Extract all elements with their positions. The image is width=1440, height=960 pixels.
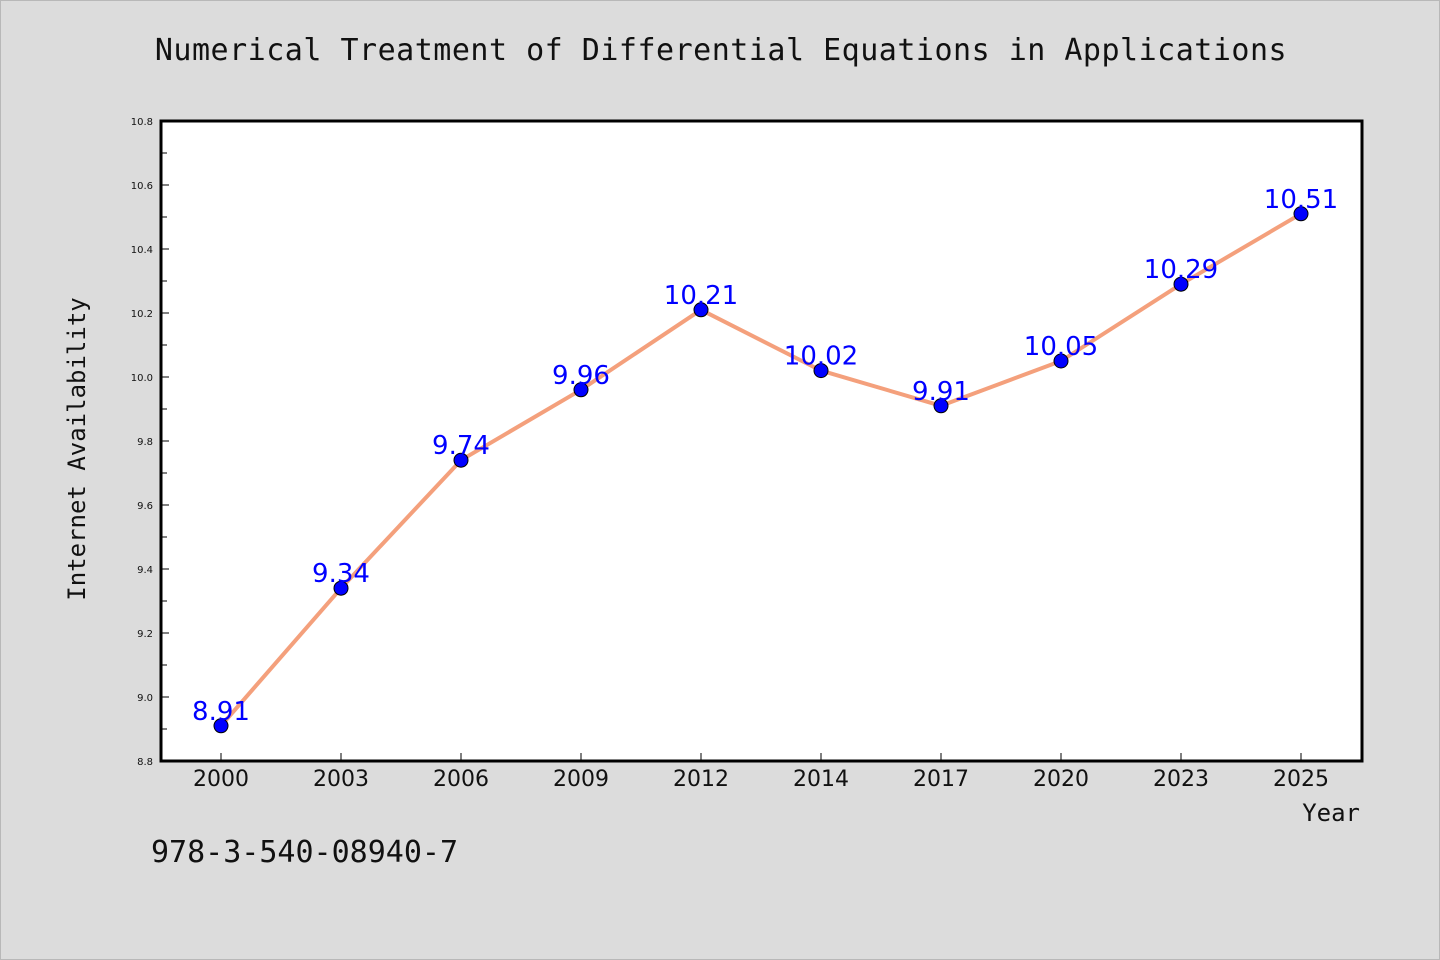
y-tick-label: 9.0 xyxy=(137,693,153,704)
plot-area xyxy=(159,119,1364,763)
x-tick-label: 2003 xyxy=(313,767,369,792)
data-label: 10.51 xyxy=(1264,185,1338,215)
y-tick-label: 10.4 xyxy=(131,245,153,256)
data-point xyxy=(933,398,949,414)
x-tick-label: 2009 xyxy=(553,767,609,792)
data-markers xyxy=(213,206,1309,734)
y-tick-label: 9.6 xyxy=(137,501,153,512)
y-axis-label: Internet Availability xyxy=(63,297,91,600)
y-axis: 8.8 9.0 9.2 9.4 9.6 9.8 10.0 10.2 10.4 10.6 10.8 xyxy=(131,117,169,768)
data-label: 9.96 xyxy=(552,361,610,391)
chart-title: Numerical Treatment of Differential Equa… xyxy=(154,33,1288,68)
x-axis: 2000 2003 2006 2009 2012 2014 2017 2020 2023 2025 xyxy=(193,753,1329,792)
y-tick-label: 8.8 xyxy=(137,757,153,768)
data-labels: 8.91 9.34 9.74 9.96 10.21 10.02 9.91 10.05 10.29… xyxy=(192,185,1338,727)
y-tick-label: 9.4 xyxy=(137,565,153,576)
data-point xyxy=(213,718,229,734)
data-point xyxy=(813,363,829,379)
data-point xyxy=(693,302,709,318)
y-tick-label: 10.8 xyxy=(131,117,153,128)
series-line xyxy=(219,212,1303,728)
data-label: 10.05 xyxy=(1024,332,1098,362)
data-point xyxy=(1053,353,1069,369)
x-axis-label: Year xyxy=(1302,799,1360,827)
y-tick-label: 9.8 xyxy=(137,437,153,448)
x-tick-label: 2023 xyxy=(1153,767,1209,792)
data-label: 9.74 xyxy=(432,431,490,461)
isbn-text: 978-3-540-08940-7 xyxy=(151,835,459,870)
data-label: 10.02 xyxy=(784,342,858,372)
data-point xyxy=(453,452,469,468)
data-point xyxy=(333,580,349,596)
y-tick-label: 10.0 xyxy=(131,373,153,384)
x-tick-label: 2012 xyxy=(673,767,729,792)
x-tick-label: 2025 xyxy=(1273,767,1329,792)
x-tick-label: 2017 xyxy=(913,767,969,792)
y-tick-label: 9.2 xyxy=(137,629,153,640)
data-label: 10.21 xyxy=(664,281,738,311)
x-tick-label: 2020 xyxy=(1033,767,1089,792)
data-label: 8.91 xyxy=(192,697,250,727)
data-label: 9.91 xyxy=(912,377,970,407)
data-label: 9.34 xyxy=(312,559,370,589)
x-tick-label: 2000 xyxy=(193,767,249,792)
y-tick-label: 10.6 xyxy=(131,181,153,192)
data-point xyxy=(1293,206,1309,222)
data-label: 10.29 xyxy=(1144,255,1218,285)
y-tick-label: 10.2 xyxy=(131,309,153,320)
x-tick-label: 2006 xyxy=(433,767,489,792)
x-tick-label: 2014 xyxy=(793,767,849,792)
data-point xyxy=(1173,276,1189,292)
data-point xyxy=(573,382,589,398)
